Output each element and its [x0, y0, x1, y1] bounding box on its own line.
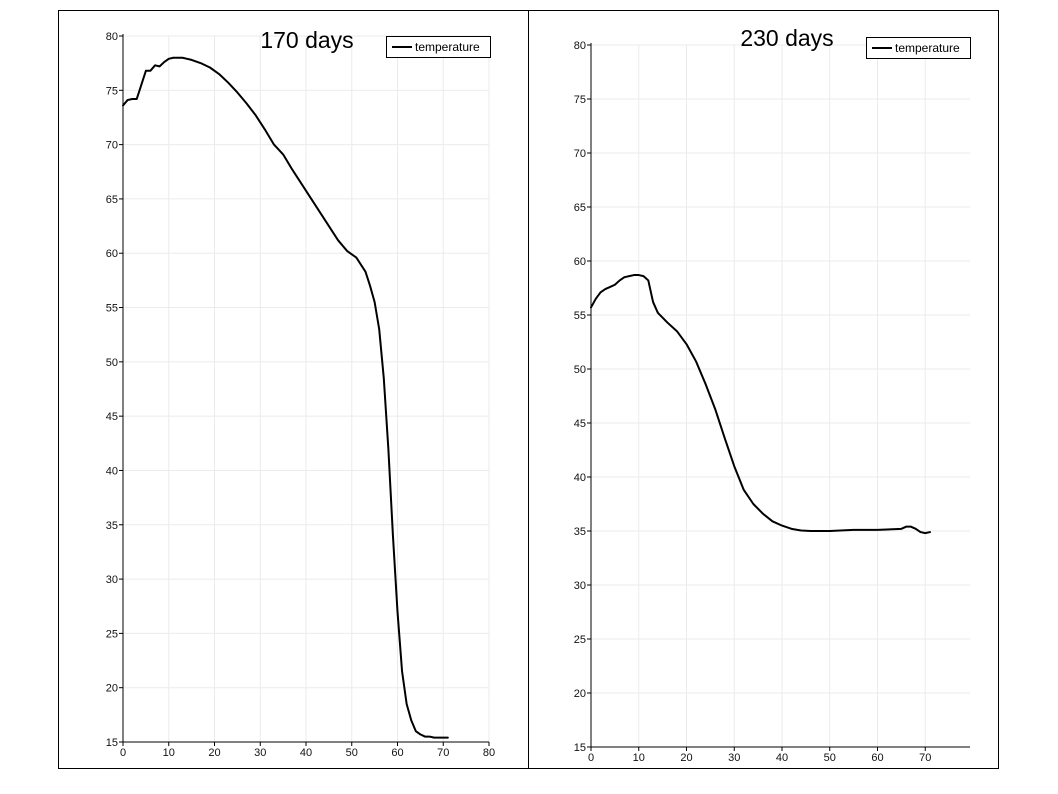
right-panel: 15 20 25 30 35 40 45 50 55 60 65 70 75 80 0 10 20 30 40 50 6… [528, 10, 999, 769]
left-y-tick-label: 35 [106, 520, 118, 532]
left-y-tick-label: 65 [106, 194, 118, 206]
right-y-tick-label: 30 [574, 580, 586, 592]
right-x-tick-label: 60 [871, 752, 883, 764]
right-y-tick-label: 50 [574, 364, 586, 376]
left-legend-box [386, 36, 491, 58]
right-y-tick-label: 40 [574, 472, 586, 484]
left-chart-legend: temperature [386, 36, 491, 58]
left-series-line-temperature [122, 56, 449, 739]
right-y-tick-label: 80 [574, 40, 586, 52]
left-panel: 15 20 25 30 35 40 45 50 55 60 65 70 75 80 0 10 20 30 40 50 6… [58, 10, 529, 769]
right-y-tick-label: 20 [574, 688, 586, 700]
right-x-tick-label: 0 [588, 752, 594, 764]
left-y-tick-label: 20 [106, 683, 118, 695]
left-chart-title: 170 days [260, 27, 353, 53]
left-chart-gridlines [123, 35, 490, 742]
left-y-tick-label: 40 [106, 465, 118, 477]
left-x-tick-label: 60 [391, 747, 403, 759]
left-y-tick-label: 45 [106, 411, 118, 423]
left-y-tick-label: 25 [106, 628, 118, 640]
left-x-tick-label: 70 [437, 747, 449, 759]
right-y-tick-label: 60 [574, 256, 586, 268]
right-series-line-temperature [590, 274, 932, 535]
right-y-tick-label: 70 [574, 148, 586, 160]
left-y-tick-label: 75 [106, 85, 118, 97]
left-legend-label: temperature [415, 40, 480, 54]
right-x-tick-label: 30 [728, 752, 740, 764]
left-x-tick-label: 30 [254, 747, 266, 759]
left-y-tick-label: 60 [106, 248, 118, 260]
right-y-tick-label: 75 [574, 94, 586, 106]
right-x-tick-label: 20 [680, 752, 692, 764]
right-y-tick-label: 45 [574, 418, 586, 430]
left-y-tick-label: 30 [106, 574, 118, 586]
right-x-tick-label: 40 [776, 752, 788, 764]
left-chart-series [122, 56, 449, 739]
right-chart-axes: 15 20 25 30 35 40 45 50 55 60 65 70 75 80 0 10 20 30 40 50 6… [574, 40, 970, 764]
right-y-tick-label: 25 [574, 634, 586, 646]
right-chart-title: 230 days [740, 25, 833, 51]
right-legend-box [866, 37, 971, 59]
right-legend-label: temperature [895, 41, 960, 55]
right-y-tick-label: 35 [574, 526, 586, 538]
left-x-tick-label: 20 [208, 747, 220, 759]
left-y-tick-label: 55 [106, 303, 118, 315]
left-y-tick-label: 15 [106, 737, 118, 749]
right-x-tick-label: 10 [633, 752, 645, 764]
left-x-tick-label: 40 [300, 747, 312, 759]
right-y-tick-label: 15 [574, 742, 586, 754]
left-x-tick-label: 10 [163, 747, 175, 759]
right-x-tick-label: 50 [824, 752, 836, 764]
right-chart-legend: temperature [866, 37, 971, 59]
right-chart-gridlines [591, 44, 970, 747]
left-x-tick-label: 50 [346, 747, 358, 759]
right-panel-border [528, 10, 999, 769]
left-y-tick-label: 50 [106, 357, 118, 369]
left-x-tick-label: 80 [483, 747, 495, 759]
left-chart-axes: 15 20 25 30 35 40 45 50 55 60 65 70 75 80 0 10 20 30 40 50 6… [106, 31, 495, 759]
right-y-tick-label: 65 [574, 202, 586, 214]
right-x-tick-label: 70 [919, 752, 931, 764]
left-y-tick-label: 80 [106, 31, 118, 43]
right-y-tick-label: 55 [574, 310, 586, 322]
right-chart-series [590, 274, 932, 535]
left-x-tick-label: 0 [120, 747, 126, 759]
left-y-tick-label: 70 [106, 140, 118, 152]
